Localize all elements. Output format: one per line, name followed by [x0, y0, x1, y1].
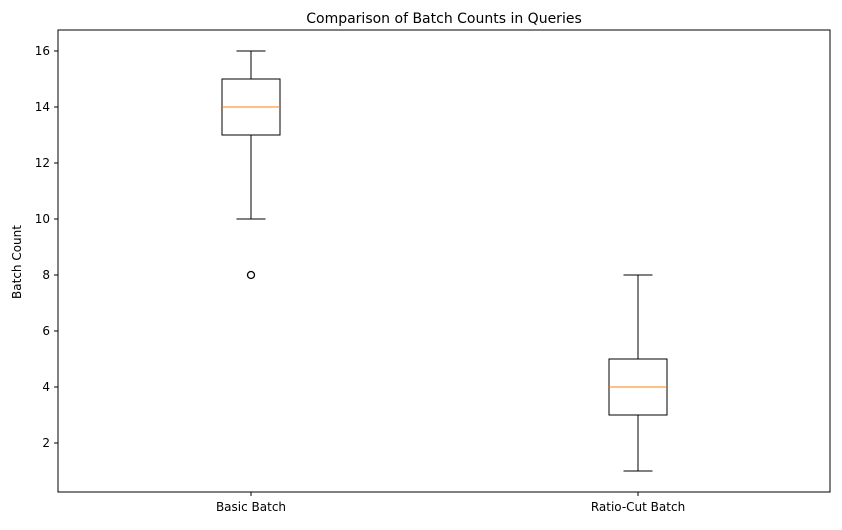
x-tick-label: Basic Batch [216, 500, 286, 514]
y-tick-label: 10 [35, 212, 50, 226]
y-tick-label: 16 [35, 44, 50, 58]
chart-title: Comparison of Batch Counts in Queries [306, 11, 582, 27]
y-tick-label: 6 [42, 324, 50, 338]
y-tick-label: 8 [42, 268, 50, 282]
plot-area: 2 4 6 8 10 12 14 16 Basic Batch Ratio-Cut Batch [35, 29, 831, 514]
y-tick-label: 4 [42, 380, 50, 394]
y-tick-label: 2 [42, 436, 50, 450]
outlier-point [246, 270, 256, 280]
x-tick-label: Ratio-Cut Batch [591, 500, 685, 514]
y-tick-label: 12 [35, 156, 50, 170]
box-ratio-cut-batch [608, 274, 668, 472]
box-basic-batch [221, 50, 281, 280]
y-axis-label: Batch Count [10, 225, 24, 299]
y-tick-label: 14 [35, 100, 50, 114]
plot-frame [57, 29, 831, 493]
